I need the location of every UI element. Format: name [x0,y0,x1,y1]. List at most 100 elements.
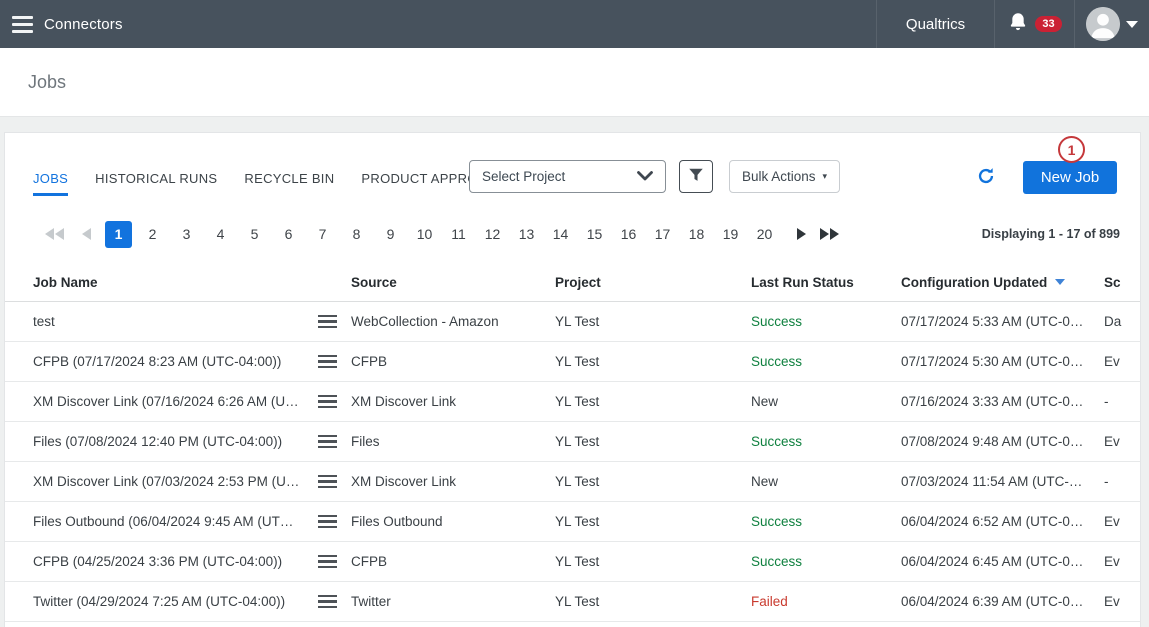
job-name: test [33,314,55,329]
pagination: 1 2 3 4 5 6 7 8 9 10 11 12 13 14 15 [5,211,1140,257]
project-select[interactable]: Select Project [469,160,666,193]
page-number-button[interactable]: 19 [717,221,744,248]
job-name: Files (07/08/2024 12:40 PM (UTC-04:00)) [33,434,282,449]
bulk-actions-button[interactable]: Bulk Actions ▾ [729,160,840,193]
page-number-button[interactable]: 18 [683,221,710,248]
source-cell: Twitter [351,594,555,609]
column-header-job-name[interactable]: Job Name [5,275,351,290]
project-cell: YL Test [555,474,751,489]
page-number-button[interactable]: 1 [105,221,132,248]
page-number-button[interactable]: 4 [207,221,234,248]
page-number-button[interactable]: 15 [581,221,608,248]
page-number-button[interactable]: 5 [241,221,268,248]
project-cell: YL Test [555,314,751,329]
status-cell: Success [751,354,901,369]
project-cell: YL Test [555,354,751,369]
job-name: XM Discover Link (07/16/2024 6:26 AM (U… [33,394,299,409]
sc-cell: Da [1104,314,1140,329]
notification-count-badge: 33 [1035,16,1061,32]
config-updated-cell: 07/08/2024 9:48 AM (UTC-0… [901,434,1104,449]
job-name: Files Outbound (06/04/2024 9:45 AM (UT… [33,514,293,529]
table-row: XM Discover Link (07/16/2024 6:26 AM (U…… [5,382,1140,422]
jobs-table: Job Name Source Project Last Run Status … [5,263,1140,622]
table-row: CFPB (04/25/2024 3:36 PM (UTC-04:00)) CF… [5,542,1140,582]
row-menu-icon[interactable] [318,552,337,572]
config-updated-cell: 06/04/2024 6:52 AM (UTC-0… [901,514,1104,529]
page-number-button[interactable]: 16 [615,221,642,248]
source-cell: Files Outbound [351,514,555,529]
project-cell: YL Test [555,514,751,529]
first-page-button[interactable] [41,224,68,244]
avatar [1086,7,1120,41]
notifications-button[interactable]: 33 [994,0,1074,48]
source-cell: Files [351,434,555,449]
next-page-button[interactable] [793,224,810,244]
page-number-button[interactable]: 3 [173,221,200,248]
source-cell: XM Discover Link [351,474,555,489]
previous-page-button[interactable] [78,224,95,244]
row-menu-icon[interactable] [318,512,337,532]
column-header-sc[interactable]: Sc [1104,275,1140,290]
column-header-configuration-updated[interactable]: Configuration Updated [901,275,1104,290]
top-bar: Connectors Qualtrics 33 [0,0,1149,48]
page-number-button[interactable]: 6 [275,221,302,248]
page-number-button[interactable]: 2 [139,221,166,248]
table-row: test WebCollection - Amazon YL Test Succ… [5,302,1140,342]
config-updated-cell: 06/04/2024 6:39 AM (UTC-0… [901,594,1104,609]
project-cell: YL Test [555,594,751,609]
page-number-button[interactable]: 10 [411,221,438,248]
column-header-project[interactable]: Project [555,275,751,290]
page-number-button[interactable]: 13 [513,221,540,248]
tab-recycle-bin[interactable]: RECYCLE BIN [244,171,334,196]
project-cell: YL Test [555,434,751,449]
row-menu-icon[interactable] [318,472,337,492]
double-chevron-right-icon [820,228,839,240]
page-number-button[interactable]: 12 [479,221,506,248]
hamburger-menu-icon[interactable] [0,0,44,48]
source-cell: XM Discover Link [351,394,555,409]
status-cell: New [751,394,901,409]
account-menu[interactable] [1074,0,1149,48]
row-menu-icon[interactable] [318,312,337,332]
table-row: Files Outbound (06/04/2024 9:45 AM (UT… … [5,502,1140,542]
chevron-down-icon [1126,21,1138,28]
sort-desc-icon [1055,279,1065,285]
status-cell: New [751,474,901,489]
page-number-button[interactable]: 7 [309,221,336,248]
job-name: Twitter (04/29/2024 7:25 AM (UTC-04:00)) [33,594,285,609]
bulk-actions-label: Bulk Actions [742,169,816,184]
row-menu-icon[interactable] [318,432,337,452]
caret-down-icon: ▾ [823,171,828,182]
row-menu-icon[interactable] [318,352,337,372]
double-chevron-left-icon [45,228,64,240]
filter-button[interactable] [679,160,713,193]
table-row: CFPB (07/17/2024 8:23 AM (UTC-04:00)) CF… [5,342,1140,382]
row-menu-icon[interactable] [318,392,337,412]
page-number-button[interactable]: 11 [445,221,472,248]
table-row: XM Discover Link (07/03/2024 2:53 PM (U…… [5,462,1140,502]
page-number-button[interactable]: 17 [649,221,676,248]
tab-jobs[interactable]: JOBS [33,171,68,196]
page-number-button[interactable]: 20 [751,221,778,248]
refresh-button[interactable] [976,167,996,187]
status-cell: Success [751,514,901,529]
last-page-button[interactable] [816,224,843,244]
project-cell: YL Test [555,394,751,409]
row-menu-icon[interactable] [318,592,337,612]
page-number-button[interactable]: 14 [547,221,574,248]
chevron-right-icon [797,228,806,240]
job-name: CFPB (07/17/2024 8:23 AM (UTC-04:00)) [33,354,281,369]
new-job-button[interactable]: New Job [1023,161,1117,194]
column-header-source[interactable]: Source [351,275,555,290]
pagination-summary: Displaying 1 - 17 of 899 [982,227,1120,241]
refresh-icon [977,167,995,185]
tab-historical-runs[interactable]: HISTORICAL RUNS [95,171,217,196]
source-cell: WebCollection - Amazon [351,314,555,329]
column-header-last-run-status[interactable]: Last Run Status [751,275,901,290]
table-row: Twitter (04/29/2024 7:25 AM (UTC-04:00))… [5,582,1140,622]
tab-bar: JOBS HISTORICAL RUNS RECYCLE BIN PRODUCT… [33,171,502,196]
page-number-button[interactable]: 8 [343,221,370,248]
page-number-button[interactable]: 9 [377,221,404,248]
chevron-down-icon [637,169,653,184]
page-header: Jobs [0,48,1149,117]
